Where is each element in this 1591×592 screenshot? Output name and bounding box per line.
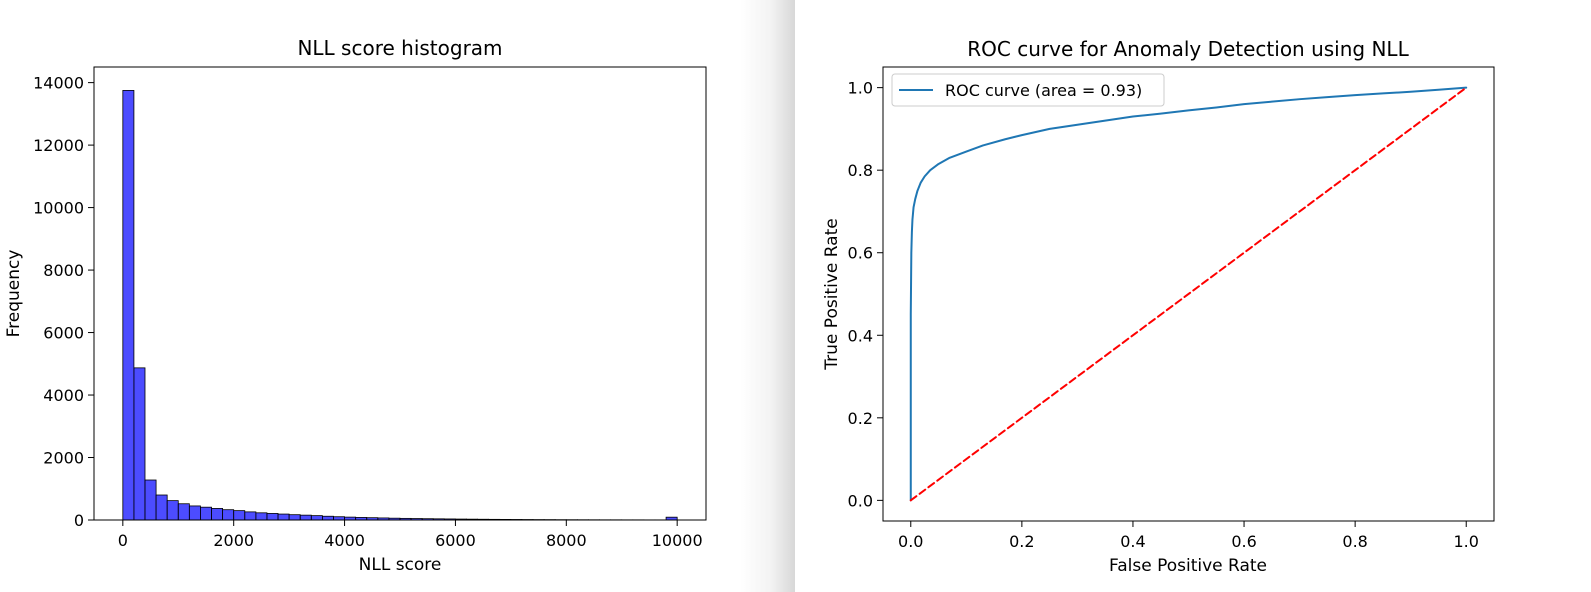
roc-x-axis-label: False Positive Rate <box>1109 556 1267 576</box>
histogram-bar <box>233 510 246 521</box>
roc-y-tick-label: 0.4 <box>848 326 873 345</box>
histogram-x-tick-label: 8000 <box>546 531 587 550</box>
window-divider-shadow <box>740 0 796 592</box>
histogram-bar <box>288 514 301 521</box>
histogram-bar <box>166 500 179 521</box>
histogram-x-tick-label: 10000 <box>652 531 703 550</box>
histogram-y-tick-label: 8000 <box>43 261 84 280</box>
histogram-y-tick-label: 12000 <box>33 136 84 155</box>
histogram-title: NLL score histogram <box>297 36 502 60</box>
histogram-bar <box>188 505 201 521</box>
roc-diagonal-reference-line <box>909 86 1468 502</box>
histogram-bar <box>222 509 235 521</box>
histogram-bar <box>244 511 257 521</box>
roc-x-tick-label: 0.0 <box>898 532 923 551</box>
roc-legend: ROC curve (area = 0.93) <box>891 73 1165 107</box>
roc-y-tick-label: 0.2 <box>848 409 873 428</box>
roc-legend-label: ROC curve (area = 0.93) <box>945 81 1142 100</box>
roc-y-ticks: 0.0 0.2 0.4 0.6 0.8 1.0 <box>848 79 883 510</box>
histogram-bar <box>255 512 268 521</box>
roc-axes-frame <box>882 66 1495 522</box>
histogram-x-tick-label: 2000 <box>213 531 254 550</box>
histogram-y-tick-label: 14000 <box>33 74 84 93</box>
histogram-bar <box>277 513 290 521</box>
histogram-bar <box>321 515 334 521</box>
histogram-bar <box>310 515 323 521</box>
histogram-y-axis-label: Frequency <box>4 250 24 338</box>
histogram-bar <box>155 494 168 521</box>
histogram-axes-frame <box>93 66 707 521</box>
histogram-y-tick-label: 4000 <box>43 386 84 405</box>
histogram-bars <box>122 90 678 521</box>
roc-series-lines <box>909 86 1468 502</box>
roc-y-tick-label: 1.0 <box>848 79 873 98</box>
histogram-x-tick-label: 0 <box>118 531 128 550</box>
histogram-bar <box>122 90 135 521</box>
roc-x-tick-label: 0.4 <box>1120 532 1145 551</box>
histogram-y-tick-label: 6000 <box>43 324 84 343</box>
histogram-bar <box>211 508 224 521</box>
roc-chart: ROC curve for Anomaly Detection using NL… <box>822 37 1495 576</box>
roc-x-tick-label: 1.0 <box>1454 532 1479 551</box>
roc-x-tick-label: 0.2 <box>1009 532 1034 551</box>
roc-title: ROC curve for Anomaly Detection using NL… <box>967 37 1409 61</box>
histogram-x-ticks: 0 2000 4000 6000 8000 10000 <box>118 520 703 550</box>
histogram-bar <box>299 514 312 521</box>
histogram-chart: NLL score histogram 0 2000 4000 6000 8000 100… <box>4 36 707 575</box>
histogram-bar <box>177 503 190 521</box>
histogram-panel: NLL score histogram 0 2000 4000 6000 8000 100… <box>0 0 795 592</box>
histogram-y-tick-label: 10000 <box>33 199 84 218</box>
roc-panel: ROC curve for Anomaly Detection using NL… <box>795 0 1591 592</box>
histogram-y-ticks: 0 2000 4000 6000 8000 10000 12000 14000 <box>33 74 94 530</box>
histogram-y-tick-label: 0 <box>74 511 84 530</box>
histogram-bar <box>266 513 279 521</box>
histogram-x-tick-label: 4000 <box>324 531 365 550</box>
histogram-x-tick-label: 6000 <box>435 531 476 550</box>
roc-curve-line <box>909 86 1468 502</box>
roc-y-tick-label: 0.6 <box>848 244 873 263</box>
roc-y-tick-label: 0.0 <box>848 491 873 510</box>
histogram-bar <box>200 506 212 521</box>
roc-y-axis-label: True Positive Rate <box>822 218 842 370</box>
roc-x-tick-label: 0.8 <box>1342 532 1367 551</box>
histogram-x-axis-label: NLL score <box>359 555 442 575</box>
roc-y-tick-label: 0.8 <box>848 161 873 180</box>
roc-x-ticks: 0.0 0.2 0.4 0.6 0.8 1.0 <box>898 521 1479 551</box>
roc-x-tick-label: 0.6 <box>1231 532 1256 551</box>
histogram-bar <box>133 367 146 521</box>
histogram-bar <box>144 479 157 521</box>
histogram-y-tick-label: 2000 <box>43 449 84 468</box>
roc-legend-box <box>891 73 1165 107</box>
